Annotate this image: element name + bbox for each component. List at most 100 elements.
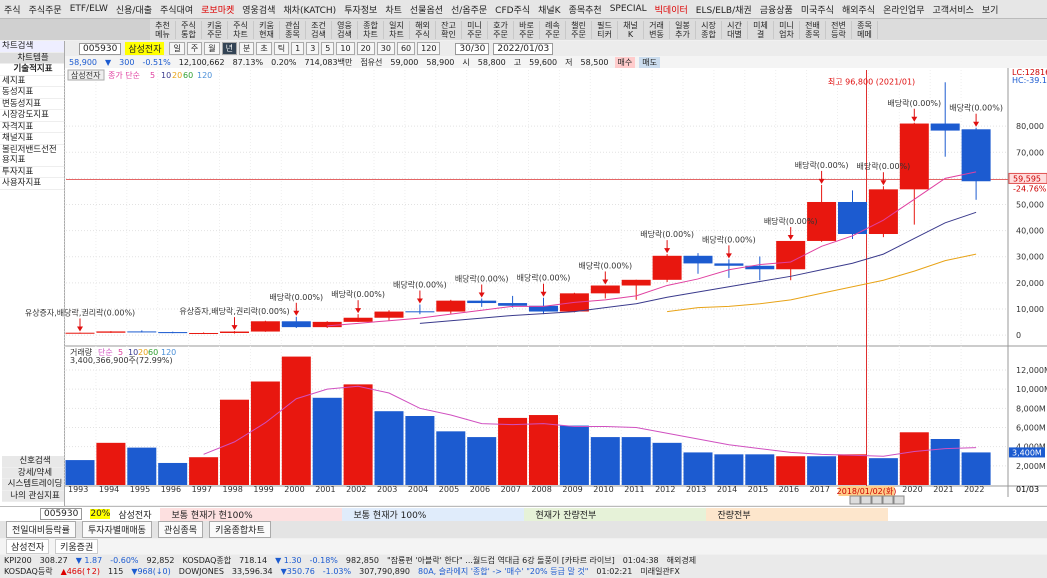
- interval-button[interactable]: 10: [336, 42, 355, 55]
- order-section[interactable]: 현재가 잔량전부: [523, 507, 706, 521]
- menu-item[interactable]: 온라인업무: [883, 5, 925, 16]
- menu-item[interactable]: 보기: [981, 5, 999, 16]
- menu-item[interactable]: 해외주식: [841, 5, 876, 16]
- period-button[interactable]: 초: [256, 42, 272, 55]
- toolbar-button[interactable]: 일봉 추가: [670, 20, 696, 39]
- toolbar-button[interactable]: 례속 주문: [540, 20, 566, 39]
- nav-button[interactable]: [860, 495, 872, 505]
- nav-button[interactable]: [849, 495, 861, 505]
- menu-item[interactable]: 선물옵션: [409, 5, 444, 16]
- tab[interactable]: 투자자별매매동: [81, 521, 152, 538]
- period-button[interactable]: 틱: [273, 42, 290, 55]
- quote-button[interactable]: 매수: [614, 56, 636, 68]
- sidebar-bottom-item[interactable]: 강세/약세: [2, 467, 64, 479]
- nav-button[interactable]: [882, 495, 894, 505]
- toolbar-button[interactable]: 추천 메뉴: [150, 20, 176, 39]
- menu-item[interactable]: 주식: [4, 5, 21, 16]
- name[interactable]: 삼성전자: [125, 42, 165, 55]
- period-button[interactable]: 주: [186, 42, 203, 55]
- date[interactable]: 2022/01/03: [493, 42, 554, 55]
- order-section[interactable]: 보통 현재가 현100%: [159, 507, 342, 521]
- menu-item[interactable]: ELS/ELB/채권: [695, 5, 752, 16]
- period-button[interactable]: 일: [169, 42, 185, 55]
- tab[interactable]: 관심종목: [157, 521, 204, 538]
- toolbar-button[interactable]: 호가 주문: [488, 20, 514, 39]
- toolbar-button[interactable]: 종합 차트: [358, 20, 384, 39]
- toolbar-button[interactable]: 전배 종목: [800, 20, 826, 39]
- sidebar-item[interactable]: 볼린저밴드선전용지표: [0, 145, 64, 167]
- period-button[interactable]: 년: [221, 42, 237, 55]
- interval-button[interactable]: 30: [376, 42, 395, 55]
- toolbar-button[interactable]: 영웅 검색: [332, 20, 358, 39]
- tab[interactable]: 키움종합차트: [209, 521, 271, 538]
- menu-item[interactable]: 종목추천: [568, 5, 602, 16]
- interval-button[interactable]: 1: [291, 42, 305, 55]
- menu-item[interactable]: SPECIAL: [609, 4, 647, 14]
- interval-button[interactable]: 5: [321, 42, 335, 55]
- sidebar-item[interactable]: 사용자지표: [0, 178, 64, 190]
- sidebar-item[interactable]: 투자지표: [0, 167, 64, 178]
- menu-item[interactable]: 차트: [385, 5, 402, 16]
- interval-button[interactable]: 60: [396, 42, 416, 55]
- sidebar-item[interactable]: 시장강도지표: [0, 110, 64, 122]
- menu-item[interactable]: 신용/대출: [115, 5, 153, 16]
- toolbar-button[interactable]: 채널 K: [618, 20, 644, 39]
- menu-item[interactable]: 선/옵주문: [451, 5, 488, 16]
- toolbar-button[interactable]: 종목 메메: [852, 20, 878, 39]
- interval-button[interactable]: 20: [356, 42, 375, 55]
- toolbar-button[interactable]: 미체 결: [748, 20, 774, 39]
- menu-item[interactable]: 영웅검색: [242, 5, 276, 16]
- quote-button[interactable]: 매도: [639, 56, 660, 68]
- sidebar-item[interactable]: 동성지표: [0, 87, 64, 99]
- toolbar-button[interactable]: 시장 종합: [696, 20, 722, 39]
- toolbar-button[interactable]: 일지 차트: [384, 20, 410, 39]
- search[interactable]: 차트검색: [0, 41, 64, 53]
- menu-item[interactable]: 로보마켓: [201, 5, 235, 16]
- toolbar-button[interactable]: 미니 주문: [462, 20, 488, 39]
- interval-button[interactable]: 120: [417, 42, 441, 55]
- toolbar-button[interactable]: 키움 현재: [254, 20, 280, 39]
- toolbar-button[interactable]: 전변 등락: [826, 20, 852, 39]
- menu-item[interactable]: 미국주식: [800, 5, 834, 16]
- menu-item[interactable]: 채차(KATCH): [283, 5, 337, 16]
- menu-item[interactable]: CFD주식: [495, 5, 531, 16]
- code[interactable]: 005930: [40, 508, 83, 520]
- toolbar-button[interactable]: 미니 업차: [774, 20, 800, 39]
- toolbar-button[interactable]: 키움 주문: [202, 20, 228, 39]
- sidebar-item[interactable]: 변동성지표: [0, 99, 64, 110]
- menu-item[interactable]: 빅데이터: [654, 5, 688, 16]
- sidebar-item[interactable]: 자격지표: [0, 122, 64, 133]
- toolbar-button[interactable]: 필드 티커: [592, 20, 618, 39]
- sidebar-item[interactable]: 채널지표: [0, 133, 64, 145]
- order-section[interactable]: 잔량전부: [705, 507, 888, 521]
- toolbar-button[interactable]: 바로 주문: [514, 20, 540, 39]
- sidebar-bottom-item[interactable]: 신호검색: [2, 456, 64, 468]
- toolbar-button[interactable]: 주식 차트: [228, 20, 254, 39]
- toolbar-button[interactable]: 시간 대별: [722, 20, 748, 39]
- menu-item[interactable]: 금융상품: [759, 5, 793, 16]
- sidebar-bottom-item[interactable]: 나의 관심지표: [2, 490, 64, 502]
- menu-item[interactable]: 고객서비스: [932, 5, 974, 16]
- code[interactable]: 005930: [79, 42, 122, 55]
- sidebar-item[interactable]: 세지표: [0, 76, 64, 87]
- toolbar-button[interactable]: 조건 검색: [306, 20, 332, 39]
- toolbar-button[interactable]: 해외 주식: [410, 20, 436, 39]
- toolbar-button[interactable]: 주식 통합: [176, 20, 202, 39]
- menu-item[interactable]: 주식주문: [28, 5, 62, 16]
- sidebar-bottom-item[interactable]: 시스템트레이딩: [2, 479, 64, 491]
- menu-item[interactable]: 주식대여: [160, 5, 194, 16]
- menu-item[interactable]: 채널K: [538, 5, 561, 16]
- toolbar-button[interactable]: 잔고 확인: [436, 20, 462, 39]
- toolbar-button[interactable]: 거래 변동: [644, 20, 670, 39]
- interval-button[interactable]: 3: [306, 42, 320, 55]
- period-button[interactable]: 분: [238, 42, 255, 55]
- menu-item[interactable]: 투자정보: [344, 5, 378, 16]
- tab[interactable]: 전일대비등락률: [6, 521, 76, 538]
- period-button[interactable]: 월: [204, 42, 220, 55]
- nav-button[interactable]: [893, 495, 905, 505]
- toolbar-button[interactable]: 관심 종목: [280, 20, 306, 39]
- menu-item[interactable]: ETF/ELW: [69, 4, 108, 14]
- nav-button[interactable]: [871, 495, 883, 505]
- order-section[interactable]: 보통 현재가 100%: [341, 507, 524, 521]
- toolbar-button[interactable]: 챌린 주문: [566, 20, 592, 39]
